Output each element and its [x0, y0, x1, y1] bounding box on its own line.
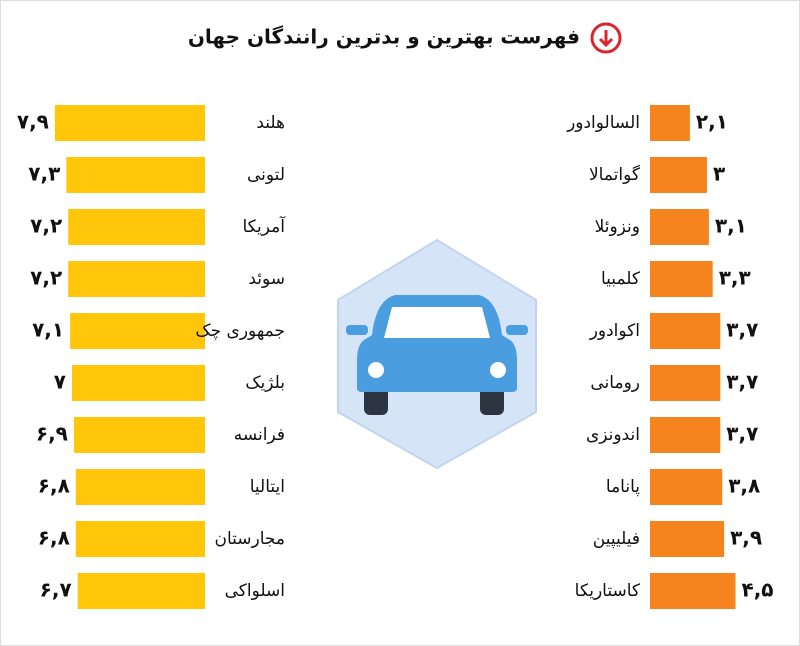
category-label: اکوادور	[589, 321, 640, 341]
value-label: ۶,۸	[38, 474, 70, 498]
bar	[68, 209, 205, 245]
bar	[650, 521, 725, 557]
bar	[68, 261, 205, 297]
category-label: رومانی	[590, 373, 640, 393]
category-label: اسلواکی	[225, 581, 285, 601]
bar	[75, 521, 205, 557]
car-emblem	[337, 238, 537, 470]
value-label: ۳,۷	[726, 318, 758, 342]
bar	[75, 469, 205, 505]
bar	[650, 157, 707, 193]
category-label: کاستاریکا	[575, 581, 641, 601]
bar	[650, 365, 721, 401]
category-label: گواتمالا	[589, 164, 641, 185]
category-label: هلند	[256, 113, 285, 133]
bar	[54, 105, 206, 141]
bar	[73, 417, 206, 453]
category-label: السالوادور	[566, 113, 640, 133]
bar	[650, 313, 721, 349]
value-label: ۳,۸	[728, 474, 760, 498]
bar	[650, 469, 723, 505]
value-label: ۳,۹	[730, 526, 762, 550]
category-label: آمریکا	[242, 215, 286, 237]
value-label: ۳,۳	[719, 266, 751, 290]
category-label: جمهوری چک	[195, 321, 285, 341]
value-label: ۷,۲	[30, 214, 62, 238]
value-label: ۴,۵	[742, 578, 774, 602]
category-label: سوئد	[248, 269, 285, 289]
category-label: فرانسه	[234, 425, 285, 445]
category-label: بلژیک	[245, 373, 285, 393]
value-label: ۳	[713, 162, 725, 186]
chart-title: فهرست بهترین و بدترین رانندگان جهان	[188, 25, 580, 49]
bar	[70, 313, 205, 349]
value-label: ۷,۲	[30, 266, 62, 290]
bar	[650, 105, 690, 141]
bar	[72, 365, 205, 401]
category-label: کلمبیا	[601, 269, 641, 289]
value-label: ۳,۱	[715, 214, 747, 238]
value-label: ۷	[54, 370, 66, 394]
bar	[66, 157, 205, 193]
value-label: ۲,۱	[696, 110, 728, 134]
value-label: ۳,۷	[726, 370, 758, 394]
value-label: ۳,۷	[726, 422, 758, 446]
bar	[650, 573, 736, 609]
value-label: ۷,۹	[17, 110, 49, 134]
bar	[650, 209, 709, 245]
category-label: ونزوئلا	[595, 217, 640, 237]
title-icon	[590, 22, 622, 54]
value-label: ۶,۸	[38, 526, 70, 550]
value-label: ۷,۳	[28, 162, 60, 186]
category-label: فیلیپین	[593, 529, 640, 549]
bar	[650, 417, 721, 453]
bar	[650, 261, 713, 297]
category-label: مجارستان	[214, 529, 285, 549]
value-label: ۶,۹	[36, 422, 68, 446]
category-label: ایتالیا	[250, 477, 285, 497]
value-label: ۷,۱	[32, 318, 64, 342]
bar	[77, 573, 205, 609]
category-label: لتونی	[247, 165, 285, 185]
value-label: ۶,۷	[40, 578, 72, 602]
category-label: اندونزی	[586, 425, 640, 445]
category-label: پاناما	[606, 477, 640, 497]
